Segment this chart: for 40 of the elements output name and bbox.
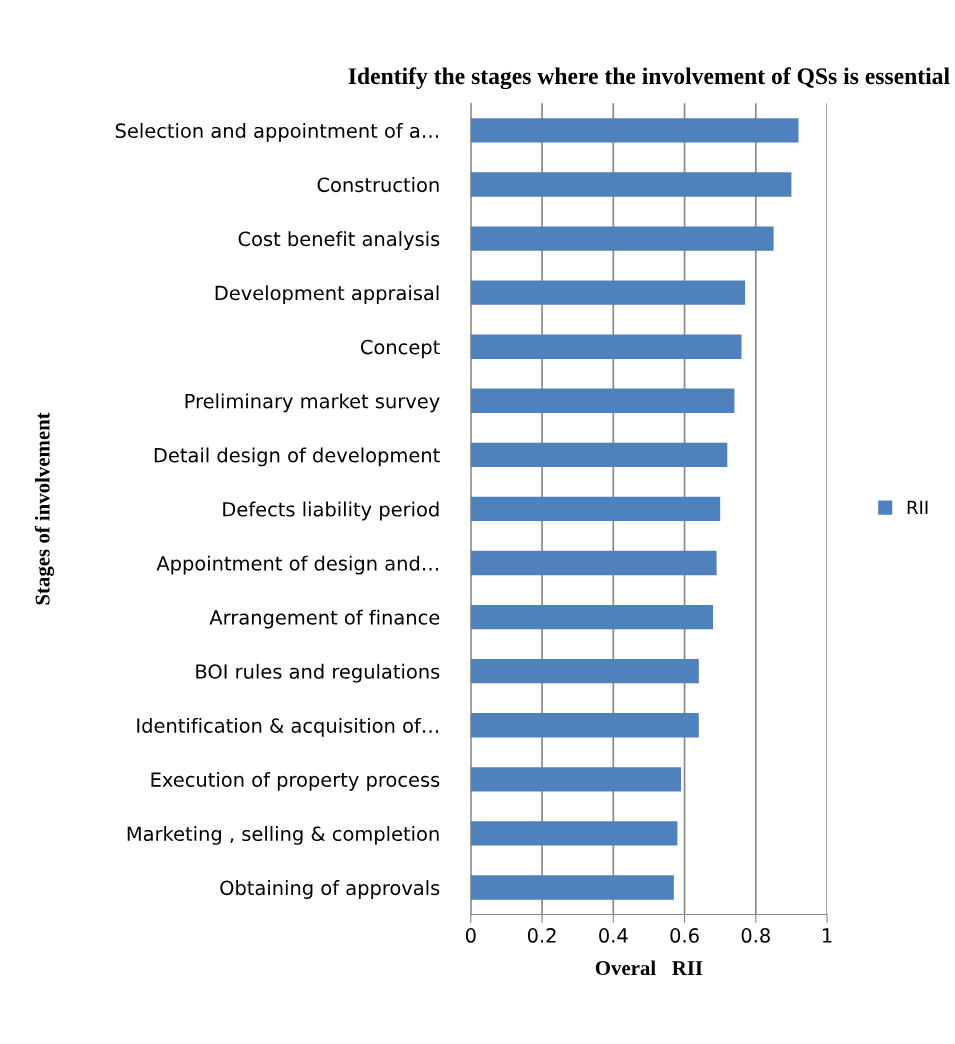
bar — [470, 875, 674, 900]
bar — [470, 442, 728, 468]
bar — [470, 388, 735, 413]
x-axis-title: Overal RII — [595, 960, 703, 976]
bar — [470, 118, 799, 143]
y-axis-title: Stages of involvement — [34, 412, 55, 605]
x-tick-label: 0.4 — [599, 928, 628, 943]
chart-title: Identify the stages where the involvement of QSs is essential — [348, 67, 950, 90]
x-tick-label: 0.2 — [527, 928, 556, 943]
x-tick-label: 0 — [465, 928, 476, 943]
y-tick-label: Detail design of development — [154, 447, 440, 467]
bar — [470, 496, 721, 522]
y-tick-label: Cost benefit analysis — [238, 231, 440, 250]
y-tick-label: Construction — [317, 177, 439, 193]
y-tick-label: Concept — [360, 339, 440, 359]
bar — [470, 659, 699, 684]
x-tick-label: 0.8 — [741, 928, 770, 943]
y-tick-label: Execution of property process — [151, 771, 440, 791]
y-tick-label: Development appraisal — [215, 285, 439, 305]
y-tick-label: Appointment of design and… — [156, 555, 439, 575]
y-tick-label: Obtaining of approvals — [220, 880, 440, 899]
bar — [470, 226, 774, 251]
bar — [470, 550, 717, 576]
bar — [470, 713, 699, 738]
x-tick-label: 0.6 — [670, 928, 699, 943]
y-tick-label: Selection and appointment of a… — [115, 123, 439, 142]
bar — [470, 821, 678, 846]
bar — [470, 334, 742, 359]
y-tick-label: Defects liability period — [223, 501, 439, 521]
y-tick-label: Identification & acquisition of… — [137, 717, 439, 737]
y-tick-label: Preliminary market survey — [185, 393, 440, 413]
x-tick-label: 1 — [822, 928, 832, 943]
y-tick-label: BOI rules and regulations — [196, 663, 440, 683]
y-tick-label: Marketing , selling & completion — [127, 826, 439, 845]
bar — [470, 767, 681, 792]
y-tick-label: Arrangement of finance — [209, 609, 440, 629]
legend-label: RII — [907, 500, 928, 514]
bar — [470, 604, 714, 630]
bar — [470, 280, 746, 305]
bar — [470, 172, 792, 197]
